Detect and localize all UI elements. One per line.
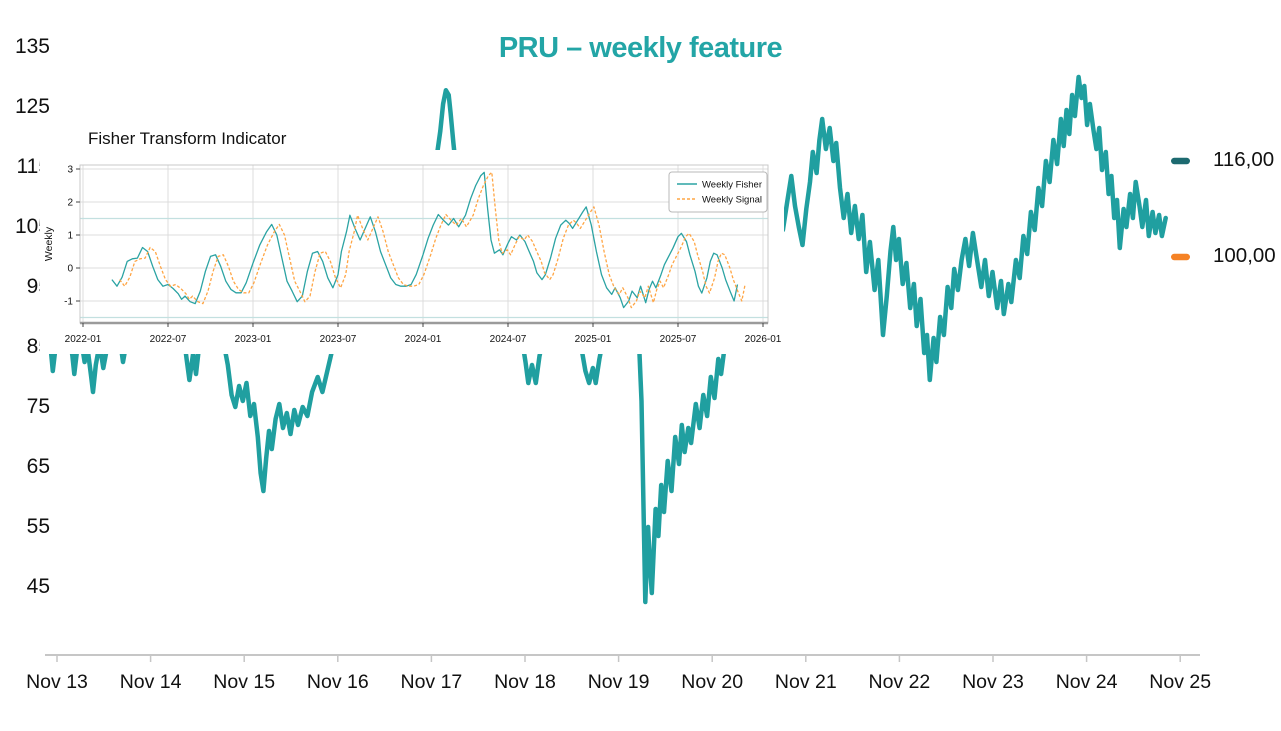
price-marker-low-label: 100,00 — [1213, 244, 1276, 267]
inset-background — [40, 150, 784, 354]
page-title: PRU – weekly feature — [498, 32, 783, 64]
inset-y-tick-label: 3 — [67, 165, 73, 176]
legend-label: Weekly Signal — [702, 195, 762, 206]
inset-x-tick-label: 2025-07 — [660, 334, 697, 345]
inset-y-tick-label: -1 — [64, 297, 73, 308]
y-tick-label: 55 — [26, 515, 50, 538]
inset-x-tick-label: 2022-07 — [150, 334, 187, 345]
x-tick-label: Nov 18 — [494, 671, 556, 693]
inset-frame — [79, 164, 769, 324]
legend-label: Weekly Fisher — [702, 180, 762, 191]
x-tick-label: Nov 20 — [681, 671, 744, 693]
marker-dash-high — [1171, 157, 1190, 165]
x-tick-label: Nov 15 — [213, 671, 276, 693]
x-tick-label: Nov 24 — [1055, 671, 1118, 693]
inset-y-tick-label: 2 — [67, 198, 73, 209]
inset-x-tick-label: 2024-01 — [405, 334, 442, 345]
fisher-inset-chart: Fisher Transform Indicator 3 2 1 0 -1 2022-01… — [40, 126, 784, 354]
fisher-line — [111, 171, 739, 309]
inset-x-tick-label: 2023-07 — [320, 334, 357, 345]
x-tick-label: Nov 23 — [962, 671, 1024, 693]
y-tick-label: 45 — [26, 575, 50, 598]
x-tick-label: Nov 22 — [868, 671, 931, 693]
y-tick-label: 125 — [14, 95, 50, 118]
y-tick-label: 75 — [26, 395, 50, 418]
x-tick-label: Nov 19 — [587, 671, 650, 693]
x-tick-label: Nov 17 — [400, 671, 463, 693]
inset-y-tick-label: 0 — [67, 264, 73, 275]
inset-legend-box — [668, 171, 768, 213]
x-tick-label: Nov 21 — [774, 671, 837, 693]
inset-x-tick-label: 2022-01 — [65, 334, 102, 345]
inset-x-tick-label: 2025-01 — [575, 334, 612, 345]
inset-x-tick-label: 2024-07 — [490, 334, 527, 345]
inset-title: Fisher Transform Indicator — [80, 127, 295, 151]
inset-y-tick-label: 1 — [67, 231, 73, 242]
y-tick-label: 135 — [14, 35, 50, 58]
x-tick-label: Nov 25 — [1149, 671, 1212, 693]
x-tick-label: Nov 13 — [26, 671, 88, 693]
marker-dash-low — [1171, 253, 1190, 261]
inset-x-tick-label: 2023-01 — [235, 334, 272, 345]
inset-ylabel: Weekly — [43, 226, 55, 261]
fisher-plot: 3 2 1 0 -1 2022-01 2022-07 2023-01 2023-07 2024-0… — [43, 164, 782, 345]
price-marker-high-label: 116,00 — [1213, 148, 1275, 171]
x-tick-label: Nov 14 — [119, 671, 182, 693]
x-tick-label: Nov 16 — [306, 671, 369, 693]
y-tick-label: 65 — [26, 455, 50, 478]
price-line — [47, 74, 1168, 605]
signal-line — [119, 171, 746, 309]
inset-x-tick-label: 2026-01 — [745, 334, 782, 345]
